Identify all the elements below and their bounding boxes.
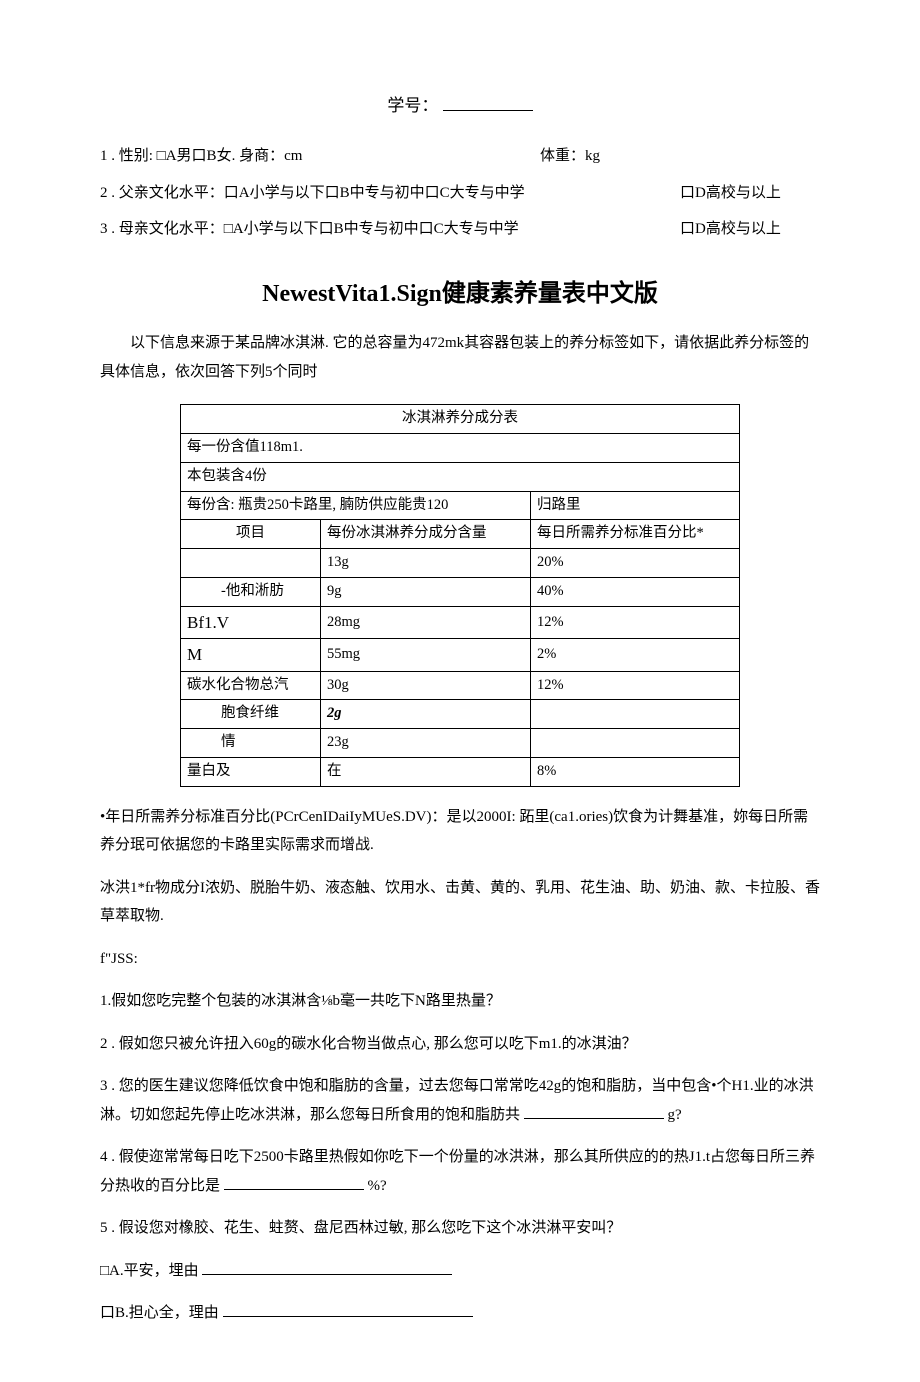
table-row: 胞食纤维 2g xyxy=(181,700,740,729)
nutrition-table: 冰淇淋养分成分表 每一份含值118m1. 本包装含4份 每份含: 瓶贵250卡路… xyxy=(180,404,740,786)
package-row: 本包装含4份 xyxy=(181,462,740,491)
cell: 12% xyxy=(531,671,740,700)
cell: Bf1.V xyxy=(181,606,321,639)
q3-text: 3 . 母亲文化水平：□A小学与以下口B中专与初中口C大专与中学 xyxy=(100,215,680,244)
demographic-q3: 3 . 母亲文化水平：□A小学与以下口B中专与初中口C大专与中学 口D高校与以上 xyxy=(100,215,820,244)
cell: 碳水化合物总汽 xyxy=(181,671,321,700)
cell: 量白及 xyxy=(181,757,321,786)
question-3: 3 . 您的医生建议您降低饮食中饱和脂肪的含量，过去您每口常常吃42g的饱和脂肪… xyxy=(100,1072,820,1129)
question-5: 5 . 假设您对橡胶、花生、蛀赘、盘尼西林过敏, 那么您吃下这个冰洪淋平安叫？ xyxy=(100,1214,820,1243)
cell: 胞食纤维 xyxy=(181,700,321,729)
q3-text-b: g? xyxy=(668,1107,682,1123)
demographic-q1: 1 . 性别: □A男口B女. 身商：cm 体重：kg xyxy=(100,142,820,171)
q4-text-b: %? xyxy=(368,1178,387,1194)
q4-blank[interactable] xyxy=(224,1175,364,1190)
q5a-text: □A.平安，埋由 xyxy=(100,1263,202,1279)
table-row: M 55mg 2% xyxy=(181,639,740,672)
ingredients-note: 冰洪1*fr物成分I浓奶、脱胎牛奶、液态触、饮用水、击黄、黄的、乳用、花生油、助… xyxy=(100,874,820,931)
cell: 在 xyxy=(321,757,531,786)
question-5a: □A.平安，埋由 xyxy=(100,1257,820,1286)
col1-header: 项目 xyxy=(181,520,321,549)
cell: 8% xyxy=(531,757,740,786)
cell: -他和淅肪 xyxy=(181,577,321,606)
q5b-text: 口B.担心全，理由 xyxy=(100,1305,219,1321)
question-2: 2 . 假如您只被允许扭入60g的碳水化合物当做点心, 那么您可以吃下m1.的冰… xyxy=(100,1030,820,1059)
per-serving-right: 归路里 xyxy=(531,491,740,520)
table-row: 13g 20% xyxy=(181,549,740,578)
cell: 12% xyxy=(531,606,740,639)
q4-text-a: 4 . 假使迩常常每日吃下2500卡路里热假如你吃下一个份量的冰洪淋，那么其所供… xyxy=(100,1149,815,1194)
cell: 情 xyxy=(181,729,321,758)
q5b-blank[interactable] xyxy=(223,1302,473,1317)
cell xyxy=(181,549,321,578)
per-serving-left: 每份含: 瓶贵250卡路里, 腩防供应能贵120 xyxy=(181,491,531,520)
cell: 55mg xyxy=(321,639,531,672)
cell: 9g xyxy=(321,577,531,606)
jss-label: f"JSS: xyxy=(100,945,820,974)
col2-header: 每份冰淇淋养分成分含量 xyxy=(321,520,531,549)
q2-right: 口D高校与以上 xyxy=(680,179,820,208)
cell: 23g xyxy=(321,729,531,758)
cell: 40% xyxy=(531,577,740,606)
cell xyxy=(531,700,740,729)
page-title: NewestVita1.Sign健康素养量表中文版 xyxy=(100,272,820,318)
table-row: -他和淅肪 9g 40% xyxy=(181,577,740,606)
cell: 2% xyxy=(531,639,740,672)
q1-right: 体重：kg xyxy=(540,142,820,171)
q3-right: 口D高校与以上 xyxy=(680,215,820,244)
cell: 13g xyxy=(321,549,531,578)
cell: 28mg xyxy=(321,606,531,639)
q1-text: 1 . 性别: □A男口B女. 身商：cm xyxy=(100,142,540,171)
student-id-line: 学号： xyxy=(100,90,820,122)
cell: M xyxy=(181,639,321,672)
q3-text-a: 3 . 您的医生建议您降低饮食中饱和脂肪的含量，过去您每口常常吃42g的饱和脂肪… xyxy=(100,1078,814,1123)
q5a-blank[interactable] xyxy=(202,1260,452,1275)
student-id-field[interactable] xyxy=(443,94,533,111)
intro-text: 以下信息来源于某品牌冰淇淋. 它的总容量为472mk其容器包装上的养分标签如下，… xyxy=(100,329,820,386)
question-4: 4 . 假使迩常常每日吃下2500卡路里热假如你吃下一个份量的冰洪淋，那么其所供… xyxy=(100,1143,820,1200)
table-row: 情 23g xyxy=(181,729,740,758)
cell: 20% xyxy=(531,549,740,578)
dv-note: •年日所需养分标准百分比(PCrCenIDaiIyMUeS.DV)：是以2000… xyxy=(100,803,820,860)
q3-blank[interactable] xyxy=(524,1104,664,1119)
table-row: Bf1.V 28mg 12% xyxy=(181,606,740,639)
table-row: 碳水化合物总汽 30g 12% xyxy=(181,671,740,700)
cell: 2g xyxy=(321,700,531,729)
serving-size-row: 每一份含值118m1. xyxy=(181,434,740,463)
student-id-label: 学号： xyxy=(387,96,438,115)
question-1: 1.假如您吃完整个包装的冰淇淋含⅛b毫一共吃下N路里热量？ xyxy=(100,987,820,1016)
question-5b: 口B.担心全，理由 xyxy=(100,1299,820,1328)
table-row: 量白及 在 8% xyxy=(181,757,740,786)
cell: 30g xyxy=(321,671,531,700)
cell xyxy=(531,729,740,758)
table-caption: 冰淇淋养分成分表 xyxy=(181,405,740,434)
q2-text: 2 . 父亲文化水平：口A小学与以下口B中专与初中口C大专与中学 xyxy=(100,179,680,208)
demographic-q2: 2 . 父亲文化水平：口A小学与以下口B中专与初中口C大专与中学 口D高校与以上 xyxy=(100,179,820,208)
col3-header: 每日所需养分标准百分比* xyxy=(531,520,740,549)
